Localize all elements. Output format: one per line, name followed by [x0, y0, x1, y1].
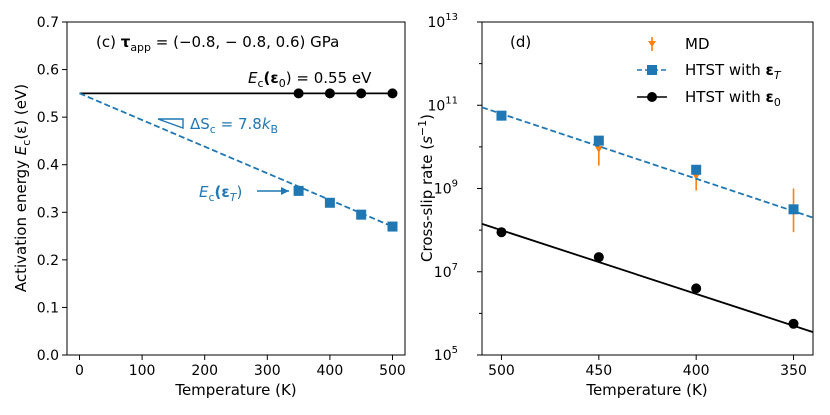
et-line	[79, 92, 393, 228]
htst-0-point	[593, 252, 604, 263]
panel-d-y-tick-label: 1013	[427, 12, 458, 31]
htst-t-point	[691, 164, 702, 175]
legend-htst-0-icon	[637, 92, 667, 102]
panel-c-marks	[79, 88, 398, 232]
panel-d-y-tick-label: 105	[434, 345, 458, 364]
panel-c-y-tick-label: 0.2	[37, 253, 59, 269]
panel-c-activation-energy: 0 100 200 300 400 500 0.00.10.20.30.40.50.60.…	[12, 15, 406, 399]
entropy-label: ΔSc = 7.8kB	[190, 115, 278, 136]
panel-c-x-ticks: 0 100 200 300 400 500	[75, 355, 406, 379]
legend-htst-t-icon	[637, 65, 667, 75]
htst-t-line	[481, 106, 814, 219]
panel-c-y-tick-label: 0.7	[37, 15, 59, 31]
panel-d-x-tick-label: 450	[585, 363, 612, 379]
panel-c-y-tick-label: 0.5	[37, 110, 59, 126]
htst-t-point	[788, 204, 799, 215]
panel-d-y-tick-label: 107	[434, 262, 458, 281]
e0-point	[324, 88, 335, 99]
panel-c-y-tick-label: 0.1	[37, 300, 59, 316]
panel-d-x-tick-label: 400	[683, 363, 710, 379]
panel-c-x-label: Temperature (K)	[174, 381, 296, 399]
et-point	[387, 221, 398, 232]
slope-triangle-icon	[157, 118, 184, 129]
panel-d-title: (d)	[510, 33, 531, 51]
legend-md-icon	[648, 37, 656, 51]
et-label: Ec(εT)	[199, 183, 242, 204]
panel-c-y-tick-label: 0.3	[37, 205, 59, 221]
et-point	[293, 185, 304, 196]
et-point	[356, 209, 367, 220]
panel-d-y-ticks: 105 107 109 1011 1013	[427, 12, 482, 364]
panel-c-x-tick-label: 200	[191, 363, 218, 379]
legend: MD HTST with εT HTST with ε0	[637, 35, 782, 109]
panel-c-x-tick-label: 500	[379, 363, 406, 379]
legend-htst-t-label: HTST with εT	[685, 61, 782, 82]
panel-c-x-tick-label: 400	[317, 363, 344, 379]
panel-d-marks	[481, 106, 814, 333]
md-point	[594, 145, 603, 153]
panel-c-y-tick-label: 0.4	[37, 158, 59, 174]
panel-c-x-tick-label: 300	[254, 363, 281, 379]
htst-t-point	[593, 135, 604, 146]
htst-0-line	[481, 223, 814, 333]
panel-d-y-tick-label: 109	[434, 179, 458, 198]
panel-c-x-tick-label: 100	[129, 363, 156, 379]
panel-d-x-ticks: 500 450 400 350	[488, 355, 807, 379]
panel-c-y-tick-label: 0.0	[37, 348, 59, 364]
panel-c-y-tick-label: 0.6	[37, 63, 59, 79]
e0-point	[356, 88, 367, 99]
panel-c-x-tick-label: 0	[75, 363, 84, 379]
legend-md-label: MD	[685, 35, 710, 53]
panel-d-cross-slip-rate: 500 450 400 350 105 107 109 1011 1013 (d) MD HT…	[416, 12, 814, 399]
e0-point	[293, 88, 304, 99]
panel-c-y-label: Activation energy Ec(ε) (eV)	[12, 84, 33, 292]
panel-c-y-ticks: 0.0 0.1 0.2 0.3 0.4 0.5 0.6 0.7	[37, 15, 67, 364]
e0-point	[387, 88, 398, 99]
htst-0-point	[496, 227, 507, 238]
panel-d-x-label: Temperature (K)	[585, 381, 707, 399]
panel-c-frame	[66, 21, 406, 356]
panel-d-x-tick-label: 350	[780, 363, 807, 379]
htst-t-point	[496, 110, 507, 121]
htst-0-point	[788, 318, 799, 329]
panel-d-x-tick-label: 500	[488, 363, 515, 379]
legend-htst-0-label: HTST with ε0	[685, 88, 781, 109]
panel-c-title: (c) τapp = (−0.8, − 0.8, 0.6) GPa	[96, 33, 339, 54]
htst-0-point	[691, 283, 702, 294]
e0-label: Ec(ε0) = 0.55 eV	[248, 69, 372, 90]
panel-d-y-label: Cross-slip rate (s−1)	[416, 114, 436, 262]
arrow-right-icon	[281, 187, 289, 195]
panel-d-y-tick-label: 1011	[427, 95, 458, 114]
et-point	[324, 197, 335, 208]
